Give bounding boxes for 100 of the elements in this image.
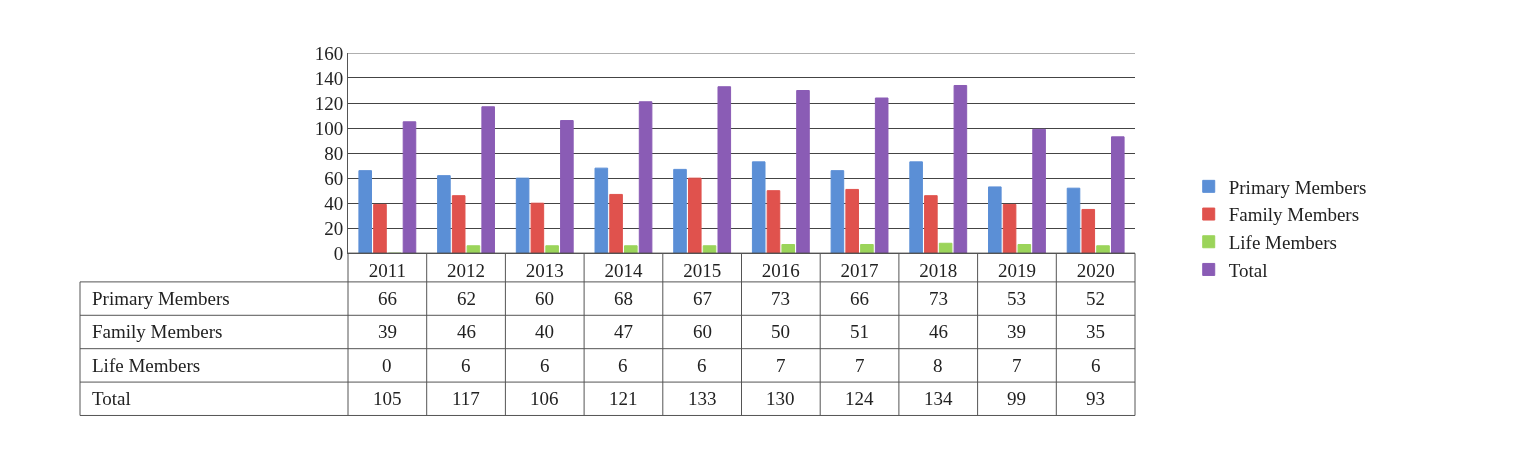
data-label: 121 — [609, 388, 638, 409]
legend-label: Primary Members — [1228, 176, 1367, 198]
data-label: 7 — [776, 355, 786, 376]
text: Family Members — [92, 321, 223, 342]
data-label: 8 — [933, 355, 943, 376]
data-label: 6 — [1091, 355, 1101, 376]
bar — [953, 84, 968, 254]
bar — [1017, 244, 1032, 254]
bar — [1002, 203, 1017, 254]
legend-label: Family Members — [1228, 204, 1360, 226]
data-label: 67 — [693, 288, 712, 309]
y-tick-label: 40 — [324, 192, 344, 214]
data-label: 99 — [1007, 388, 1026, 409]
text: Life Members — [92, 355, 201, 376]
bar — [402, 121, 417, 254]
bar — [609, 193, 623, 254]
data-label: 40 — [535, 321, 554, 342]
bar — [924, 195, 938, 254]
bar — [988, 186, 1002, 254]
data-label: 46 — [929, 321, 948, 342]
x-tick-label: 2013 — [525, 260, 564, 282]
data-label: 66 — [850, 288, 869, 309]
x-tick-label: 2011 — [368, 260, 406, 282]
bar — [717, 86, 732, 254]
bar — [530, 202, 545, 254]
data-label: 117 — [452, 388, 480, 409]
bar — [373, 203, 387, 254]
bar — [1066, 187, 1081, 254]
data-label: 35 — [1086, 321, 1105, 342]
data-label: 105 — [373, 388, 402, 409]
y-tick-label: 0 — [333, 242, 344, 264]
data-label: 6 — [461, 355, 471, 376]
y-tick-label: 60 — [324, 167, 344, 189]
y-tick-label: 160 — [314, 42, 344, 64]
data-label: 68 — [614, 288, 633, 309]
bar — [1032, 128, 1046, 254]
data-label: 47 — [614, 321, 633, 342]
bar — [481, 106, 495, 254]
bar — [687, 177, 702, 254]
data-label: 0 — [382, 355, 392, 376]
x-tick-label: 2019 — [997, 260, 1036, 282]
data-label: 6 — [697, 355, 707, 376]
text: Primary Members — [92, 288, 230, 309]
y-tick-label: 120 — [314, 92, 344, 114]
data-label: 53 — [1007, 288, 1026, 309]
y-tick-label: 80 — [324, 142, 344, 164]
bar — [1081, 208, 1096, 254]
y-tick-label: 140 — [314, 67, 344, 89]
bar — [624, 245, 638, 254]
x-tick-label: 2015 — [683, 260, 722, 282]
bar — [874, 97, 889, 254]
x-tick-label: 2020 — [1076, 260, 1115, 282]
y-tick-label: 100 — [314, 117, 344, 139]
data-label: 60 — [693, 321, 712, 342]
bar — [781, 244, 796, 254]
data-label: 73 — [929, 288, 948, 309]
data-label: 73 — [771, 288, 790, 309]
data-label: 52 — [1086, 288, 1105, 309]
x-tick-label: 2016 — [761, 260, 800, 282]
x-tick-label: 2014 — [604, 260, 643, 282]
data-label: 50 — [771, 321, 790, 342]
bar — [1096, 245, 1110, 254]
data-label: 7 — [1012, 355, 1022, 376]
legend-label: Total — [1228, 259, 1268, 281]
data-label: 124 — [845, 388, 874, 409]
bar — [751, 161, 766, 254]
data-label: 60 — [535, 288, 554, 309]
data-label: 133 — [688, 388, 717, 409]
bar — [515, 177, 530, 254]
x-tick-label: 2018 — [919, 260, 958, 282]
text: Total — [92, 388, 131, 409]
data-label: 134 — [924, 388, 953, 409]
bar — [1110, 136, 1125, 254]
bar — [560, 120, 574, 254]
bar — [673, 168, 687, 254]
bar — [830, 170, 845, 254]
bar — [938, 242, 953, 254]
bar — [796, 90, 810, 254]
bar — [766, 190, 781, 254]
bar — [860, 244, 874, 254]
data-label: 62 — [457, 288, 476, 309]
y-tick-label: 20 — [324, 217, 344, 239]
bar — [638, 101, 653, 254]
bar — [437, 175, 451, 254]
bar — [466, 245, 481, 254]
bar — [909, 161, 923, 254]
data-label: 46 — [457, 321, 476, 342]
bar — [451, 195, 466, 254]
data-label: 66 — [378, 288, 397, 309]
bar — [594, 167, 609, 254]
bar — [358, 170, 373, 254]
data-label: 7 — [855, 355, 865, 376]
data-label: 6 — [618, 355, 628, 376]
data-label: 106 — [530, 388, 559, 409]
data-label: 130 — [766, 388, 795, 409]
legend-label: Life Members — [1228, 232, 1337, 254]
x-tick-label: 2012 — [447, 260, 486, 282]
data-label: 39 — [378, 321, 397, 342]
bar — [702, 245, 717, 254]
data-label: 6 — [540, 355, 550, 376]
